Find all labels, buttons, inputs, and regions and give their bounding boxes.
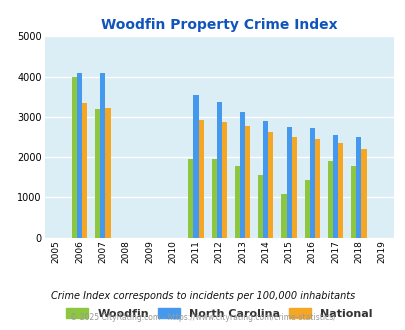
Bar bbox=[286, 127, 291, 238]
Bar bbox=[105, 108, 110, 238]
Bar bbox=[77, 73, 82, 238]
Bar bbox=[221, 122, 226, 238]
Bar bbox=[262, 121, 268, 238]
Bar bbox=[314, 139, 319, 238]
Bar bbox=[216, 102, 221, 238]
Bar bbox=[211, 159, 216, 238]
Bar bbox=[291, 137, 296, 238]
Bar bbox=[72, 77, 77, 238]
Bar bbox=[198, 120, 203, 238]
Bar bbox=[327, 161, 332, 238]
Bar bbox=[304, 180, 309, 238]
Bar bbox=[268, 132, 273, 238]
Bar bbox=[360, 149, 366, 238]
Bar bbox=[337, 144, 343, 238]
Legend: Woodfin, North Carolina, National: Woodfin, North Carolina, National bbox=[66, 308, 371, 319]
Bar bbox=[281, 194, 286, 238]
Bar bbox=[245, 126, 249, 238]
Text: Crime Index corresponds to incidents per 100,000 inhabitants: Crime Index corresponds to incidents per… bbox=[51, 291, 354, 301]
Text: © 2025 CityRating.com - https://www.cityrating.com/crime-statistics/: © 2025 CityRating.com - https://www.city… bbox=[70, 313, 335, 322]
Bar bbox=[100, 73, 105, 238]
Bar bbox=[193, 95, 198, 238]
Bar bbox=[356, 137, 360, 238]
Bar bbox=[82, 103, 87, 238]
Bar bbox=[95, 109, 100, 238]
Bar bbox=[234, 166, 239, 238]
Bar bbox=[239, 112, 245, 238]
Title: Woodfin Property Crime Index: Woodfin Property Crime Index bbox=[101, 18, 337, 32]
Bar bbox=[332, 135, 337, 238]
Bar bbox=[350, 166, 356, 238]
Bar bbox=[309, 128, 314, 238]
Bar bbox=[258, 175, 262, 238]
Bar bbox=[188, 159, 193, 238]
